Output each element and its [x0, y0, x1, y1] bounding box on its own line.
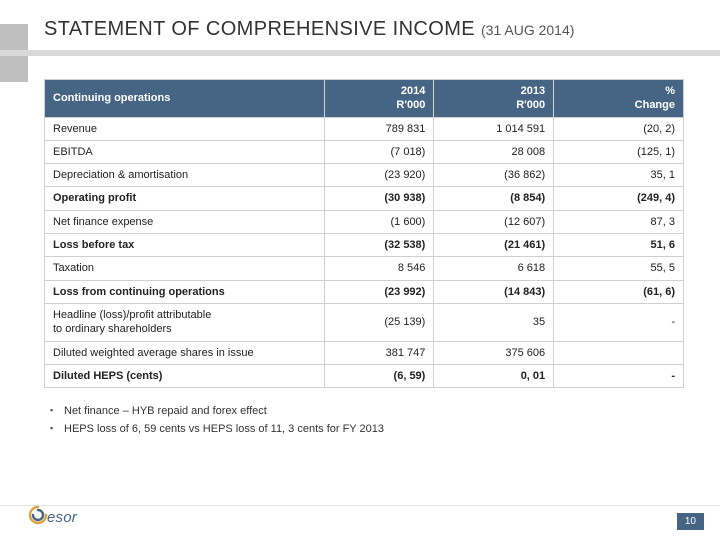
footnote-item: HEPS loss of 6, 59 cents vs HEPS loss of…: [50, 420, 720, 438]
page-number: 10: [677, 513, 704, 530]
cell-2013: (21 461): [434, 234, 554, 257]
row-label-cell: Operating profit: [45, 187, 325, 210]
table-row: Taxation8 5466 61855, 5: [45, 257, 684, 280]
table-row: EBITDA(7 018)28 008(125, 1): [45, 140, 684, 163]
table-row: Diluted HEPS (cents)(6, 59)0, 01-: [45, 364, 684, 387]
page-title: STATEMENT OF COMPREHENSIVE INCOME: [44, 18, 475, 41]
col-header-label: Continuing operations: [45, 80, 325, 118]
col-header-2013: 2013R'000: [434, 80, 554, 118]
footnotes: Net finance – HYB repaid and forex effec…: [50, 402, 720, 438]
row-label-cell: Revenue: [45, 117, 325, 140]
logo: esor: [28, 505, 77, 530]
cell-2013: 0, 01: [434, 364, 554, 387]
table-row: Loss before tax(32 538)(21 461)51, 6: [45, 234, 684, 257]
col-header-2014: 2014R'000: [324, 80, 434, 118]
cell-2013: (8 854): [434, 187, 554, 210]
cell-2013: 6 618: [434, 257, 554, 280]
cell-change: [554, 341, 684, 364]
row-label-cell: Depreciation & amortisation: [45, 164, 325, 187]
table-row: Revenue789 8311 014 591(20, 2): [45, 117, 684, 140]
cell-2014: (30 938): [324, 187, 434, 210]
logo-text: esor: [47, 509, 77, 526]
cell-2013: 1 014 591: [434, 117, 554, 140]
table-header-row: Continuing operations 2014R'000 2013R'00…: [45, 80, 684, 118]
footer-divider: [0, 505, 720, 506]
cell-change: 35, 1: [554, 164, 684, 187]
cell-change: (249, 4): [554, 187, 684, 210]
cell-2013: (14 843): [434, 280, 554, 303]
cell-change: (61, 6): [554, 280, 684, 303]
title-bar: STATEMENT OF COMPREHENSIVE INCOME (31 AU…: [0, 0, 720, 45]
cell-2014: (32 538): [324, 234, 434, 257]
cell-change: -: [554, 303, 684, 341]
row-label-cell: Loss from continuing operations: [45, 280, 325, 303]
cell-2013: (12 607): [434, 210, 554, 233]
page-subtitle: (31 AUG 2014): [481, 22, 574, 38]
cell-2014: 381 747: [324, 341, 434, 364]
cell-2014: 8 546: [324, 257, 434, 280]
logo-swirl-icon: [28, 505, 48, 530]
cell-2013: 375 606: [434, 341, 554, 364]
cell-2014: 789 831: [324, 117, 434, 140]
income-statement-table: Continuing operations 2014R'000 2013R'00…: [44, 79, 684, 388]
table-row: Net finance expense(1 600)(12 607)87, 3: [45, 210, 684, 233]
cell-2013: 28 008: [434, 140, 554, 163]
footnote-item: Net finance – HYB repaid and forex effec…: [50, 402, 720, 420]
cell-2014: (1 600): [324, 210, 434, 233]
row-label-cell: Diluted HEPS (cents): [45, 364, 325, 387]
row-label-cell: Net finance expense: [45, 210, 325, 233]
row-label-cell: Taxation: [45, 257, 325, 280]
cell-2014: (6, 59): [324, 364, 434, 387]
row-label-cell: Diluted weighted average shares in issue: [45, 341, 325, 364]
cell-2014: (23 920): [324, 164, 434, 187]
cell-2013: 35: [434, 303, 554, 341]
cell-2014: (7 018): [324, 140, 434, 163]
cell-2014: (23 992): [324, 280, 434, 303]
cell-change: 51, 6: [554, 234, 684, 257]
cell-change: 87, 3: [554, 210, 684, 233]
cell-2013: (36 862): [434, 164, 554, 187]
table-row: Depreciation & amortisation(23 920)(36 8…: [45, 164, 684, 187]
cell-change: 55, 5: [554, 257, 684, 280]
row-label-cell: Loss before tax: [45, 234, 325, 257]
cell-change: (125, 1): [554, 140, 684, 163]
row-label-cell: Headline (loss)/profit attributableto or…: [45, 303, 325, 341]
title-underline: [0, 50, 720, 56]
table-row: Headline (loss)/profit attributableto or…: [45, 303, 684, 341]
cell-change: -: [554, 364, 684, 387]
row-label-cell: EBITDA: [45, 140, 325, 163]
cell-change: (20, 2): [554, 117, 684, 140]
table-row: Loss from continuing operations(23 992)(…: [45, 280, 684, 303]
cell-2014: (25 139): [324, 303, 434, 341]
table-row: Diluted weighted average shares in issue…: [45, 341, 684, 364]
table-row: Operating profit(30 938)(8 854)(249, 4): [45, 187, 684, 210]
col-header-change: %Change: [554, 80, 684, 118]
